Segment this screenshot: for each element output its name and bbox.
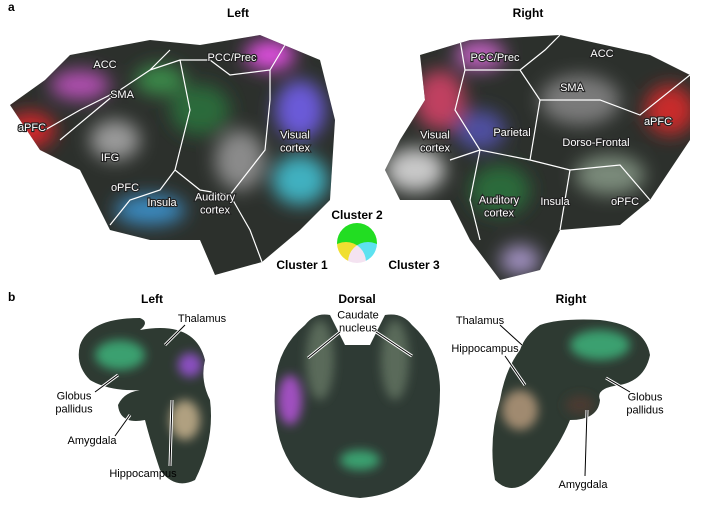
region-label: ACC — [590, 48, 613, 60]
view-title: Right — [556, 292, 587, 306]
region-label: Thalamus — [178, 313, 227, 325]
region-label: oPFC — [111, 182, 139, 194]
region-label: Globus — [628, 391, 663, 403]
panel-letter: b — [8, 290, 15, 304]
leader-line — [375, 331, 413, 357]
region-label: aPFC — [18, 122, 46, 134]
region-label: oPFC — [611, 196, 639, 208]
region-label: Dorso-Frontal — [562, 137, 629, 149]
hemisphere-title: Left — [227, 6, 249, 20]
leader-line — [504, 355, 526, 386]
region-label: Insula — [540, 196, 570, 208]
view-title: Left — [141, 292, 163, 306]
region-label: Amygdala — [68, 435, 118, 447]
region-label: Visual — [280, 129, 310, 141]
region-label: IFG — [101, 152, 119, 164]
leader-line — [114, 414, 131, 437]
leader-line — [94, 374, 119, 393]
panel-letter: a — [8, 0, 15, 14]
region-label: SMA — [110, 89, 135, 101]
region-label: cortex — [420, 142, 450, 154]
legend-label: Cluster 3 — [388, 258, 440, 272]
region-label: Auditory — [479, 194, 520, 206]
left-flatmap — [10, 35, 335, 275]
region-label: aPFC — [644, 116, 672, 128]
region-label: ACC — [93, 59, 116, 71]
cluster-3-circle — [348, 242, 388, 282]
legend-label: Cluster 2 — [331, 208, 383, 222]
region-label: Amygdala — [559, 479, 609, 491]
region-label: Insula — [147, 197, 177, 209]
view-title: Dorsal — [338, 292, 375, 306]
leader-line — [164, 324, 186, 346]
region-label: Auditory — [195, 191, 236, 203]
right-flatmap — [385, 35, 690, 280]
region-label: cortex — [200, 204, 230, 216]
region-label: cortex — [484, 207, 514, 219]
region-label: pallidus — [55, 403, 93, 415]
cluster-legend: Cluster 2 Cluster 1 Cluster 3 — [276, 208, 440, 282]
dorsal-subcortical — [274, 314, 440, 498]
region-label: Globus — [57, 390, 92, 402]
region-label: Caudate — [337, 309, 379, 321]
region-label: Hippocampus — [109, 468, 177, 480]
region-label: pallidus — [626, 404, 664, 416]
region-label: cortex — [280, 142, 310, 154]
region-label: Visual — [420, 129, 450, 141]
region-label: Thalamus — [456, 315, 505, 327]
region-label: SMA — [560, 82, 585, 94]
region-label: PCC/Prec — [208, 52, 257, 64]
region-label: Parietal — [493, 127, 530, 139]
region-label: Hippocampus — [451, 343, 519, 355]
region-label: PCC/Prec — [471, 52, 520, 64]
leader-line — [605, 377, 631, 393]
leader-line — [584, 409, 588, 477]
region-label: nucleus — [339, 322, 377, 334]
leader-line — [307, 331, 341, 359]
leader-line — [169, 399, 173, 467]
leader-line — [499, 324, 523, 346]
legend-label: Cluster 1 — [276, 258, 328, 272]
hemisphere-title: Right — [513, 6, 544, 20]
